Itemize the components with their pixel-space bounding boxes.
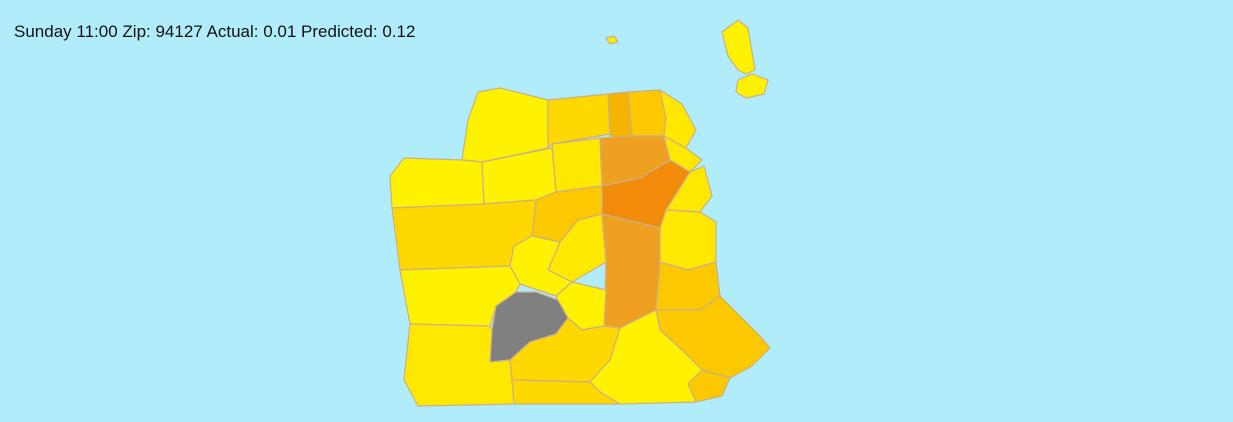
- readout-actual: 0.01: [263, 22, 302, 41]
- zip-region-94107[interactable]: [659, 209, 717, 271]
- readout-zip-label: Zip:: [122, 22, 156, 41]
- zip-region-94112-south[interactable]: [511, 379, 621, 405]
- zip-region-94133[interactable]: [627, 89, 667, 137]
- zip-region-94134[interactable]: [589, 309, 703, 405]
- readout-predicted-label: Predicted:: [301, 22, 383, 41]
- readout-actual-label: Actual:: [206, 22, 264, 41]
- zip-region-94132[interactable]: [403, 323, 515, 407]
- zip-readout: Sunday 11:00 Zip: 94127 Actual: 0.01 Pre…: [14, 22, 415, 42]
- zip-region-94105[interactable]: [665, 165, 713, 213]
- readout-predicted: 0.12: [382, 22, 416, 41]
- readout-day: Sunday: [14, 22, 77, 41]
- readout-zip: 94127: [155, 22, 207, 41]
- zip-region-yerba-buena[interactable]: [735, 73, 769, 99]
- zip-region-94129[interactable]: [547, 93, 611, 149]
- zip-region-treasure-island[interactable]: [721, 19, 756, 75]
- zip-region-94115[interactable]: [551, 137, 603, 193]
- zip-region-94110[interactable]: [601, 213, 661, 329]
- islet: [605, 35, 619, 45]
- zip-region-94108[interactable]: [663, 135, 703, 173]
- readout-time: 11:00: [76, 22, 123, 41]
- zip-region-94121-west[interactable]: [389, 157, 485, 209]
